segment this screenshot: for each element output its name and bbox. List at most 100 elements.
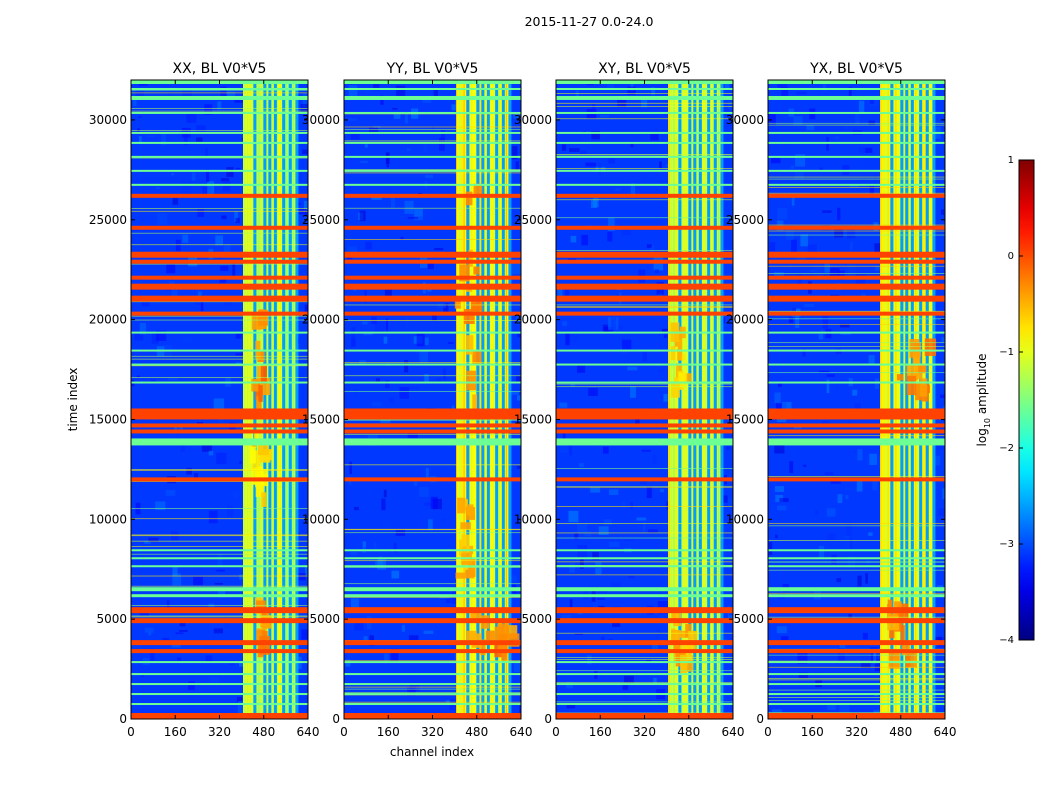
band-stripe [672,80,675,719]
noise-cell [815,510,818,515]
band-stripe [505,80,508,719]
time-flag-line [131,508,308,509]
noise-cell [657,629,662,636]
noise-cell [166,264,176,274]
x-tick-label: 640 [722,725,745,739]
noise-cell [621,501,626,508]
noise-cell [235,362,242,365]
noise-cell [561,144,567,151]
noise-cell [592,552,599,560]
time-flag-line [768,342,945,344]
x-tick-label: 320 [208,725,231,739]
emission-blob [906,648,917,668]
panel-1: XX, BL V0*V5 0 160 320 480 640 0 5000 10000 15000… [66,61,319,739]
noise-cell [803,303,814,307]
y-tick-label: 5000 [96,612,127,626]
noise-cell [621,339,632,350]
noise-cell [396,85,406,99]
emission-blob [261,631,268,641]
noise-cell [427,261,434,270]
noise-cell [441,519,446,522]
noise-cell [200,529,209,534]
emission-blob [249,446,256,464]
emission-blob [460,522,471,530]
noise-cell [216,452,227,465]
band-stripe [887,80,890,719]
time-flag-line [556,154,733,156]
time-flag-row [131,363,308,366]
time-flag-row [344,381,521,384]
noise-cell [566,704,576,709]
noise-cell [855,113,860,124]
time-flag-line [556,486,733,488]
rfi-time-row [556,640,733,646]
channel-gap-column [481,80,485,719]
noise-cell [399,386,410,399]
rfi-time-row [344,423,521,428]
emission-blob [907,375,917,396]
noise-cell [777,210,783,217]
rfi-time-row [556,275,733,280]
noise-cell [193,576,204,586]
noise-cell [569,563,576,573]
emission-blob [256,396,262,409]
channel-gap-column [932,80,936,719]
time-flag-line [768,230,945,232]
time-flag-row [131,381,308,384]
noise-cell [609,541,620,547]
noise-cell [205,655,213,663]
y-tick-label: 30000 [302,113,340,127]
noise-cell [840,333,851,335]
panels-group: XX, BL V0*V5 0 160 320 480 640 0 5000 10000 15000… [66,61,956,759]
noise-cell [205,147,208,159]
x-tick-label: 160 [164,725,187,739]
emission-blob [473,183,483,197]
noise-cell [374,541,377,552]
time-flag-line [768,124,945,126]
noise-cell [862,632,868,640]
emission-blob [461,534,470,553]
noise-cell [424,374,429,383]
noise-cell [646,244,652,248]
noise-cell [873,710,883,716]
noise-cell [306,143,308,147]
noise-cell [627,86,636,95]
noise-cell [577,364,586,373]
noise-cell [218,587,226,598]
noise-cell [171,288,178,299]
band-stripe [710,80,712,719]
time-flag-line [556,532,733,534]
noise-cell [568,510,579,523]
colorbar-tick-label: −2 [999,443,1014,454]
noise-cell [353,506,359,511]
band-stripe [250,80,253,719]
time-flag-row [131,87,308,90]
time-flag-row [556,703,733,706]
emission-blob [465,569,475,579]
band-stripe [478,80,481,719]
noise-cell [374,349,380,363]
noise-cell [365,241,372,250]
noise-cell [847,227,856,239]
channel-gap-column [707,80,711,719]
noise-cell [847,263,856,277]
noise-cell [235,333,242,339]
band-stripe [468,80,471,719]
noise-cell [860,661,871,669]
noise-cell [590,486,601,493]
band-stripe [690,80,693,719]
time-flag-line [344,419,521,420]
time-flag-line [556,199,733,201]
time-flag-row [556,673,733,676]
time-flag-line [556,701,733,703]
channel-gap-column [900,80,904,719]
noise-cell [191,172,196,181]
time-flag-row [344,349,521,352]
x-tick-label: 480 [889,725,912,739]
noise-cell [590,200,598,209]
time-flag-line [344,596,521,598]
noise-cell [837,270,845,280]
emission-blob [255,477,265,497]
noise-cell [380,95,384,105]
noise-cell [183,338,193,342]
